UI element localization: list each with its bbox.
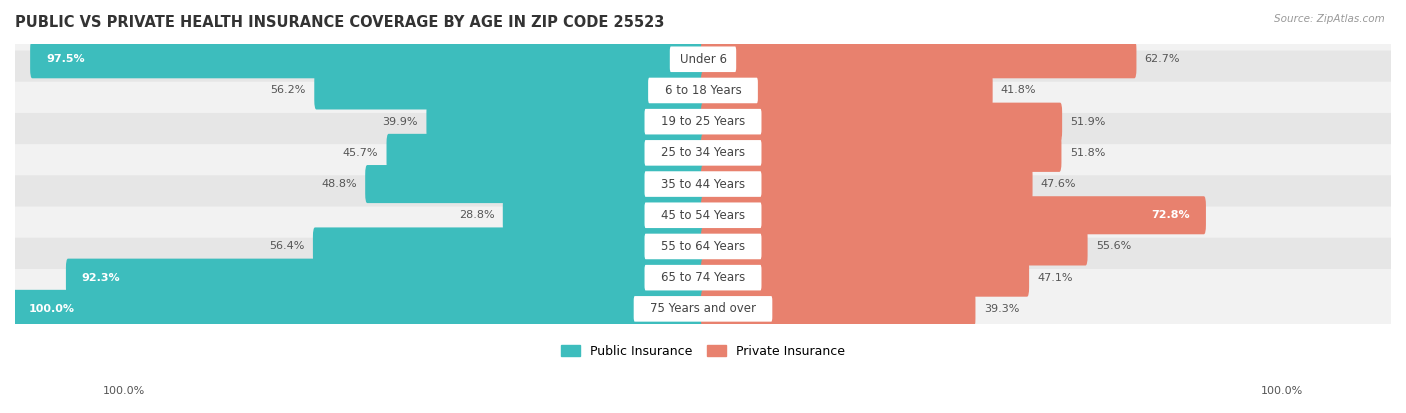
Text: 55 to 64 Years: 55 to 64 Years — [661, 240, 745, 253]
Text: 48.8%: 48.8% — [322, 179, 357, 189]
FancyBboxPatch shape — [426, 103, 704, 141]
Text: 19 to 25 Years: 19 to 25 Years — [661, 115, 745, 128]
FancyBboxPatch shape — [702, 196, 1206, 234]
FancyBboxPatch shape — [644, 234, 762, 259]
FancyBboxPatch shape — [702, 40, 1136, 78]
Text: 100.0%: 100.0% — [103, 387, 145, 396]
FancyBboxPatch shape — [10, 176, 1396, 255]
FancyBboxPatch shape — [669, 47, 737, 72]
FancyBboxPatch shape — [30, 40, 704, 78]
FancyBboxPatch shape — [702, 290, 976, 328]
FancyBboxPatch shape — [315, 71, 704, 109]
FancyBboxPatch shape — [702, 103, 1062, 141]
Text: 45 to 54 Years: 45 to 54 Years — [661, 209, 745, 222]
Text: 47.6%: 47.6% — [1040, 179, 1077, 189]
FancyBboxPatch shape — [13, 290, 704, 328]
FancyBboxPatch shape — [366, 165, 704, 203]
Text: 97.5%: 97.5% — [46, 54, 84, 64]
FancyBboxPatch shape — [702, 259, 1029, 297]
Text: 51.8%: 51.8% — [1070, 148, 1105, 158]
Legend: Public Insurance, Private Insurance: Public Insurance, Private Insurance — [555, 340, 851, 363]
FancyBboxPatch shape — [648, 78, 758, 103]
FancyBboxPatch shape — [314, 228, 704, 266]
Text: Source: ZipAtlas.com: Source: ZipAtlas.com — [1274, 14, 1385, 24]
FancyBboxPatch shape — [387, 134, 704, 172]
Text: 100.0%: 100.0% — [28, 304, 75, 314]
Text: 56.2%: 56.2% — [270, 85, 307, 95]
FancyBboxPatch shape — [66, 259, 704, 297]
Text: 55.6%: 55.6% — [1095, 242, 1130, 252]
Text: 25 to 34 Years: 25 to 34 Years — [661, 146, 745, 159]
Text: 65 to 74 Years: 65 to 74 Years — [661, 271, 745, 284]
FancyBboxPatch shape — [702, 71, 993, 109]
Text: 45.7%: 45.7% — [343, 148, 378, 158]
FancyBboxPatch shape — [10, 206, 1396, 286]
Text: 6 to 18 Years: 6 to 18 Years — [665, 84, 741, 97]
Text: 62.7%: 62.7% — [1144, 54, 1180, 64]
Text: 56.4%: 56.4% — [270, 242, 305, 252]
FancyBboxPatch shape — [10, 269, 1396, 349]
FancyBboxPatch shape — [10, 50, 1396, 131]
Text: 41.8%: 41.8% — [1001, 85, 1036, 95]
Text: 51.9%: 51.9% — [1070, 116, 1105, 127]
FancyBboxPatch shape — [644, 202, 762, 228]
Text: 35 to 44 Years: 35 to 44 Years — [661, 178, 745, 190]
Text: 100.0%: 100.0% — [1261, 387, 1303, 396]
Text: 47.1%: 47.1% — [1038, 273, 1073, 282]
Text: 75 Years and over: 75 Years and over — [650, 302, 756, 316]
FancyBboxPatch shape — [503, 196, 704, 234]
FancyBboxPatch shape — [10, 113, 1396, 193]
FancyBboxPatch shape — [10, 19, 1396, 99]
FancyBboxPatch shape — [10, 238, 1396, 318]
FancyBboxPatch shape — [634, 296, 772, 322]
Text: 39.9%: 39.9% — [382, 116, 418, 127]
Text: 28.8%: 28.8% — [458, 210, 495, 220]
FancyBboxPatch shape — [644, 171, 762, 197]
Text: 92.3%: 92.3% — [82, 273, 121, 282]
FancyBboxPatch shape — [644, 140, 762, 166]
FancyBboxPatch shape — [702, 228, 1088, 266]
Text: 72.8%: 72.8% — [1152, 210, 1189, 220]
Text: Under 6: Under 6 — [679, 53, 727, 66]
FancyBboxPatch shape — [702, 165, 1032, 203]
FancyBboxPatch shape — [10, 144, 1396, 224]
FancyBboxPatch shape — [644, 265, 762, 290]
FancyBboxPatch shape — [702, 134, 1062, 172]
FancyBboxPatch shape — [644, 109, 762, 135]
Text: 39.3%: 39.3% — [984, 304, 1019, 314]
FancyBboxPatch shape — [10, 82, 1396, 161]
Text: PUBLIC VS PRIVATE HEALTH INSURANCE COVERAGE BY AGE IN ZIP CODE 25523: PUBLIC VS PRIVATE HEALTH INSURANCE COVER… — [15, 15, 665, 30]
